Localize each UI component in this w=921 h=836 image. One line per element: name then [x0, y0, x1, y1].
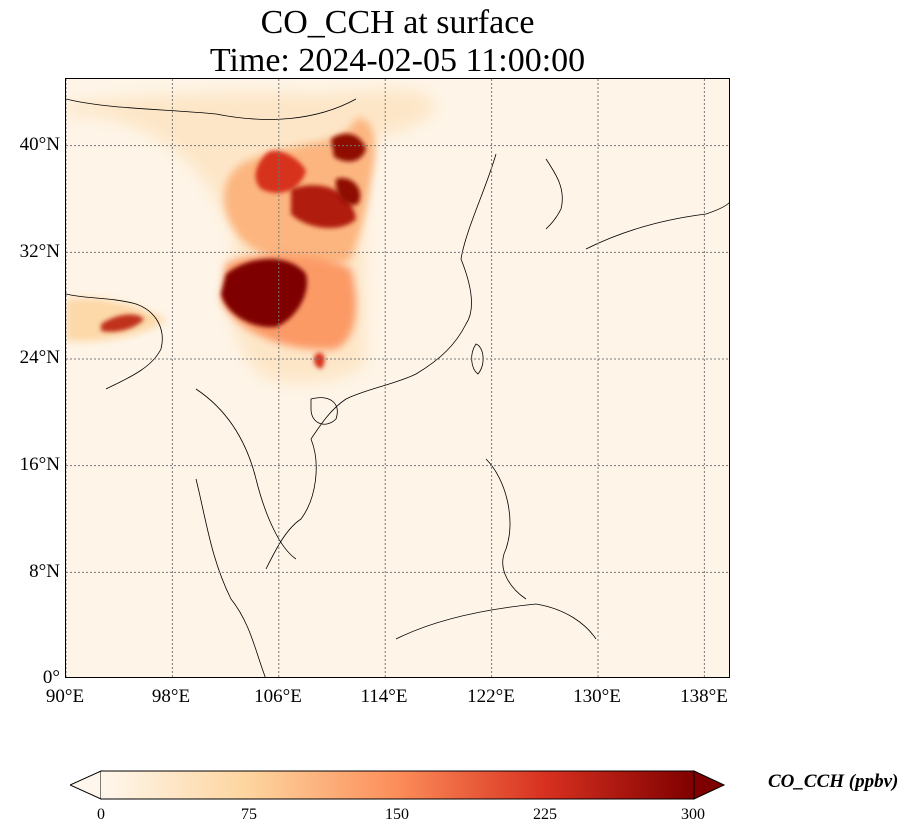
lon-tick-label: 98°E: [151, 686, 191, 707]
lon-tick-label: 138°E: [680, 686, 728, 707]
lon-tick-label: 106°E: [254, 686, 302, 707]
india-border: [66, 293, 163, 390]
lon-tick-label: 122°E: [467, 686, 515, 707]
vietnam-coastline: [265, 438, 317, 570]
china-coastline: [310, 153, 497, 440]
malay-coastline: [195, 478, 266, 677]
colorbar-extend-min: [70, 770, 102, 800]
plume-sichuan-core: [221, 259, 307, 328]
coastlines: [66, 98, 729, 677]
map-panel: [65, 78, 730, 678]
hainan-coastline: [310, 397, 338, 425]
borneo-coastline: [395, 603, 597, 640]
map-time-subtitle: Time: 2024-02-05 11:00:00: [209, 42, 586, 79]
lon-tick-label: 114°E: [360, 686, 408, 707]
plume-core-a: [255, 150, 306, 193]
korea-coastline: [545, 158, 563, 230]
indochina-border: [195, 388, 297, 560]
colorbar-tick-label: 300: [681, 806, 705, 823]
colorbar: [70, 770, 725, 800]
colorbar-tick-label: 0: [97, 806, 105, 823]
mongolia-border: [66, 98, 357, 120]
lon-tick-label: 130°E: [573, 686, 621, 707]
colorbar-tick-label: 150: [385, 806, 409, 823]
philippines-coastline: [485, 458, 527, 600]
lat-tick-label: 24°N: [19, 347, 60, 368]
concentration-field: [66, 89, 436, 384]
lat-tick-label: 8°N: [29, 561, 60, 582]
colorbar-extend-max: [693, 770, 725, 800]
colorbar-label: CO_CCH (ppbv): [768, 771, 899, 792]
colorbar-gradient: [101, 771, 694, 799]
map-canvas: [66, 79, 729, 677]
colorbar-tick-label: 225: [533, 806, 557, 823]
plume-core-d: [335, 178, 361, 206]
lon-tick-label: 90°E: [45, 686, 85, 707]
colorbar-tick-label: 75: [241, 806, 257, 823]
lat-tick-label: 16°N: [19, 454, 60, 475]
map-title: CO_CCH at surface: [260, 4, 535, 41]
taiwan-coastline: [471, 343, 484, 375]
lat-tick-label: 40°N: [19, 134, 60, 155]
gridlines: [66, 79, 729, 677]
plume-guangxi-core: [313, 352, 325, 369]
japan-coastline: [585, 202, 729, 250]
plume-bangladesh-core: [101, 314, 144, 332]
lat-tick-label: 0°: [42, 667, 60, 688]
plume-core-c: [331, 133, 366, 162]
lat-tick-label: 32°N: [19, 241, 60, 262]
